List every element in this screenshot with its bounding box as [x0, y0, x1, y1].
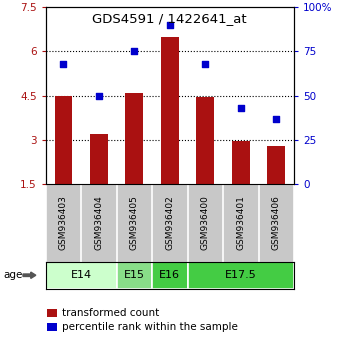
Text: E16: E16 [159, 270, 180, 280]
Bar [161, 36, 179, 184]
Text: E15: E15 [124, 270, 145, 280]
Bar [90, 134, 108, 184]
Point [274, 116, 279, 121]
Point [167, 22, 172, 28]
Bar [267, 146, 285, 184]
Text: GSM936406: GSM936406 [272, 195, 281, 251]
Text: E14: E14 [71, 270, 92, 280]
Point [132, 48, 137, 54]
Text: GSM936405: GSM936405 [130, 195, 139, 251]
Text: E17.5: E17.5 [225, 270, 257, 280]
Point [96, 93, 102, 98]
Bar [125, 93, 143, 184]
Text: age: age [3, 270, 23, 280]
Text: GSM936403: GSM936403 [59, 195, 68, 251]
Bar [46, 262, 117, 289]
Text: GSM936401: GSM936401 [236, 195, 245, 251]
Point [238, 105, 243, 111]
Text: GSM936404: GSM936404 [94, 196, 103, 250]
Bar [54, 96, 72, 184]
Text: transformed count: transformed count [62, 308, 159, 318]
Text: GDS4591 / 1422641_at: GDS4591 / 1422641_at [92, 12, 246, 25]
Bar [117, 262, 152, 289]
Text: GSM936400: GSM936400 [201, 195, 210, 251]
Bar [188, 262, 294, 289]
Point [61, 61, 66, 67]
Bar [232, 141, 250, 184]
Point [203, 61, 208, 67]
Text: percentile rank within the sample: percentile rank within the sample [62, 322, 238, 332]
Text: GSM936402: GSM936402 [165, 196, 174, 250]
Bar [152, 262, 188, 289]
Bar [196, 97, 214, 184]
